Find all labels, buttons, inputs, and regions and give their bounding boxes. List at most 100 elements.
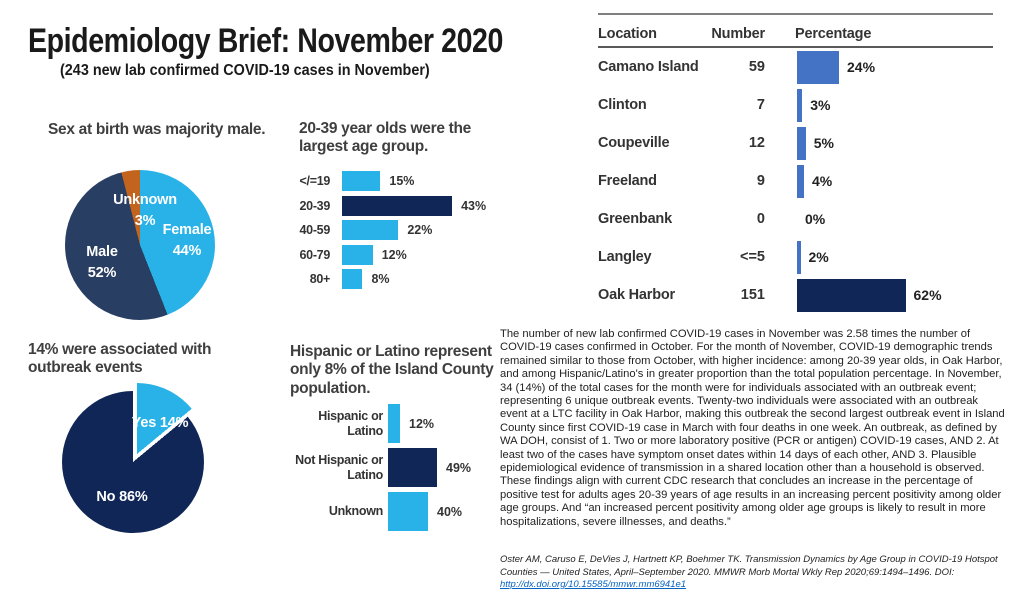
percentage-label: 3%: [810, 97, 831, 113]
age-bar-category: 60-79: [299, 247, 331, 262]
column-header-number: Number: [711, 26, 765, 42]
outbreak-pie-chart: Yes 14% No 86%: [62, 383, 208, 533]
table-cell-number: 12: [748, 135, 765, 151]
age-bar-value: 43%: [461, 198, 487, 213]
table-cell-percentage: 4%: [797, 164, 833, 198]
age-bar-category: </=19: [299, 174, 331, 188]
table-row: Clinton 7 3%: [598, 86, 993, 124]
age-bar-value: 8%: [371, 272, 390, 286]
outbreak-pie-label-no: No 86%: [96, 489, 148, 505]
ethnicity-bar-row: Hispanic or Latino 12%: [288, 404, 471, 443]
table-cell-number: 7: [756, 97, 765, 113]
table-cell-location: Coupeville: [598, 135, 670, 151]
percentage-bar: [797, 164, 804, 198]
percentage-label: 2%: [808, 249, 829, 265]
ethnicity-bar: [388, 404, 400, 443]
age-bar-value: 15%: [389, 174, 415, 188]
table-cell-number: 0: [756, 211, 765, 227]
table-row: Coupeville 12 5%: [598, 124, 993, 162]
doi-link[interactable]: http://dx.doi.org/10.15585/mmwr.mm6941e1: [500, 579, 687, 590]
table-top-rule: [598, 13, 993, 15]
outbreak-pie-wedge: [66, 383, 208, 525]
location-table-rows: Camano Island 59 24% Clinton 7 3% Coupeville 12…: [598, 48, 993, 314]
ethnicity-bar-value: 40%: [437, 504, 463, 519]
percentage-label: 5%: [813, 135, 834, 151]
age-chart-rows: </=19 15% 20-39 43% 40-59 22% 60-79 12% 80+ 8%: [288, 171, 486, 294]
percentage-bar: [797, 88, 803, 122]
ethnicity-bar: [388, 492, 428, 531]
ethnicity-bar-category: Unknown: [328, 504, 383, 519]
age-bar-value: 12%: [381, 247, 407, 262]
sex-pie-label-female: Female 44%: [162, 222, 212, 260]
table-cell-number: <=5: [740, 249, 765, 265]
column-header-percentage: Percentage: [795, 26, 872, 42]
citation: Oster AM, Caruso E, DeVies J, Hartnett K…: [500, 554, 1008, 590]
table-cell-percentage: 0%: [797, 203, 825, 236]
percentage-bar: [797, 50, 839, 84]
age-bar-row: </=19 15%: [288, 171, 486, 191]
column-header-location: Location: [598, 26, 657, 42]
table-row: Freeland 9 4%: [598, 162, 993, 200]
table-cell-percentage: 2%: [797, 240, 829, 274]
age-bar-row: 20-39 43%: [288, 195, 487, 216]
table-cell-percentage: 62%: [797, 278, 942, 312]
table-cell-percentage: 5%: [797, 126, 834, 160]
ethnicity-bar-category: Hispanic or Latino: [318, 409, 383, 438]
ethnicity-bar-row: Not Hispanic or Latino 49%: [288, 448, 471, 487]
age-bar-category: 20-39: [299, 198, 331, 213]
percentage-label: 62%: [913, 287, 942, 303]
age-bar: [342, 220, 399, 240]
ethnicity-bar-category: Not Hispanic or Latino: [295, 453, 383, 482]
table-cell-number: 59: [748, 59, 765, 75]
outbreak-pie-label-yes: Yes 14%: [131, 415, 189, 431]
table-row: Oak Harbor 151 62%: [598, 276, 993, 314]
sex-pie-chart: Unknown 3% Female 44% Male 52%: [65, 170, 215, 320]
age-chart-title: 20-39 year olds were the largest age gro…: [299, 120, 472, 156]
sex-chart-title: Sex at birth was majority male.: [48, 121, 266, 138]
age-bar: [342, 171, 381, 191]
table-cell-location: Camano Island: [598, 59, 699, 75]
age-bar: [342, 244, 373, 265]
ethnicity-bar-row: Unknown 40%: [288, 492, 471, 531]
table-cell-location: Clinton: [598, 97, 647, 113]
age-bar: [342, 269, 363, 289]
age-bar-category: 40-59: [299, 223, 331, 237]
sex-pie-label-male: Male 52%: [86, 244, 118, 282]
ethnicity-bar: [388, 448, 437, 487]
sex-pie-circle: [65, 170, 215, 320]
table-cell-location: Langley: [598, 249, 652, 265]
table-header-row: Location Number Percentage: [598, 26, 993, 48]
percentage-label: 0%: [805, 211, 826, 227]
table-cell-percentage: 3%: [797, 88, 831, 122]
percentage-bar: [797, 126, 806, 160]
age-bar: [342, 195, 453, 216]
age-bar-row: 80+ 8%: [288, 269, 486, 289]
table-cell-location: Oak Harbor: [598, 287, 675, 303]
age-bar-row: 60-79 12%: [288, 244, 486, 265]
table-row: Greenbank 0 0%: [598, 200, 993, 238]
percentage-bar: [797, 278, 906, 312]
ethnicity-bar-value: 12%: [409, 416, 435, 431]
table-cell-number: 151: [740, 287, 765, 303]
age-bar-row: 40-59 22%: [288, 220, 486, 240]
table-row: Camano Island 59 24%: [598, 48, 993, 86]
table-cell-location: Greenbank: [598, 211, 672, 227]
table-row: Langley <=5 2%: [598, 238, 993, 276]
age-bar-category: 80+: [309, 272, 331, 286]
table-cell-location: Freeland: [598, 173, 657, 189]
location-table: Location Number Percentage Camano Island…: [598, 13, 993, 314]
page-title: Epidemiology Brief: November 2020: [28, 22, 503, 60]
page-subtitle: (243 new lab confirmed COVID-19 cases in…: [60, 62, 430, 79]
percentage-label: 4%: [812, 173, 833, 189]
percentage-bar: [797, 240, 801, 274]
table-cell-percentage: 24%: [797, 50, 875, 84]
age-bar-value: 22%: [407, 223, 433, 237]
outbreak-chart-title: 14% were associated with outbreak events: [28, 341, 212, 377]
citation-text: Oster AM, Caruso E, DeVies J, Hartnett K…: [500, 554, 998, 578]
narrative-text: The number of new lab confirmed COVID-19…: [500, 328, 1005, 528]
ethnicity-chart-rows: Hispanic or Latino 12% Not Hispanic or Lat…: [288, 404, 471, 536]
sex-pie-label-unknown: Unknown 3%: [113, 192, 177, 230]
table-cell-number: 9: [756, 173, 765, 189]
ethnicity-bar-value: 49%: [446, 460, 472, 475]
